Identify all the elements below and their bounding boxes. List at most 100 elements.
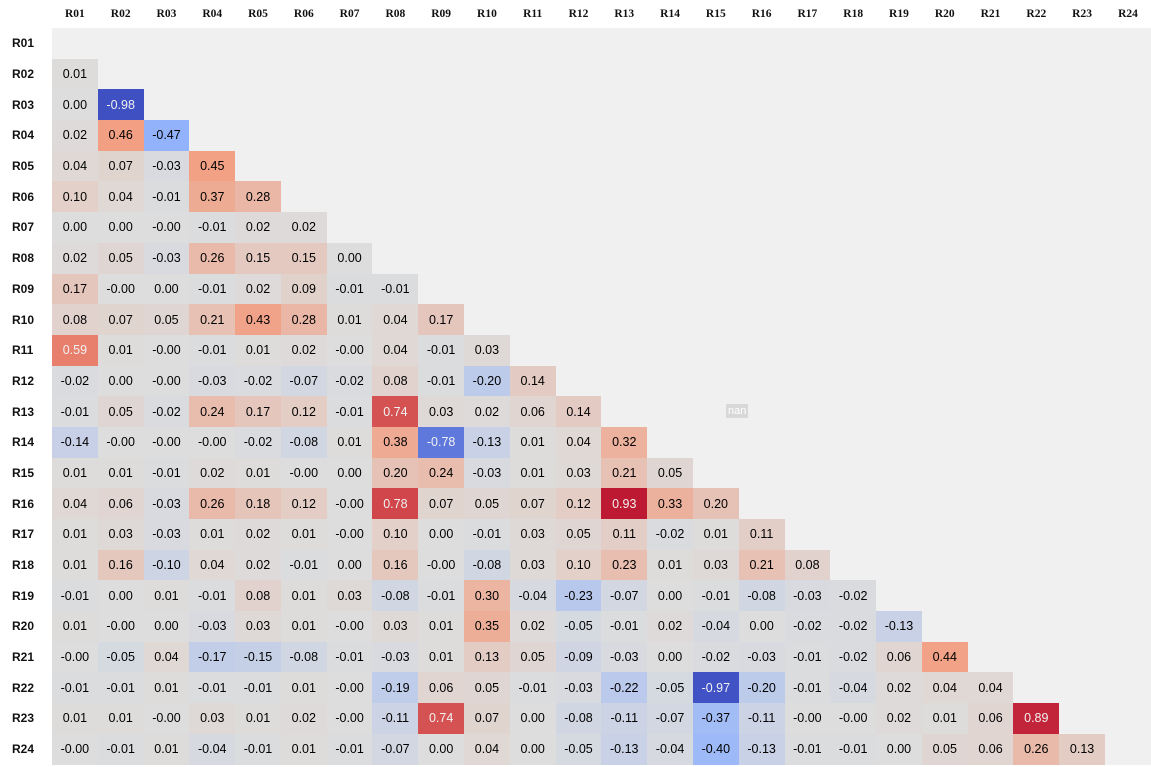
empty-cell — [372, 150, 419, 182]
empty-cell — [372, 89, 419, 121]
empty-cell — [1104, 28, 1151, 59]
empty-cell — [418, 273, 465, 305]
empty-cell — [1104, 672, 1151, 704]
cell: -0.02 — [647, 519, 693, 550]
cell: -0.13 — [738, 733, 785, 765]
empty-cell — [143, 28, 190, 59]
empty-cell — [784, 242, 831, 274]
empty-cell — [738, 273, 785, 305]
empty-cell — [555, 242, 602, 274]
empty-cell — [921, 519, 968, 550]
cell: 0.17 — [418, 304, 465, 335]
empty-cell — [143, 58, 190, 90]
column-header: R14 — [647, 0, 693, 28]
empty-cell — [921, 304, 968, 335]
empty-cell — [784, 273, 831, 305]
cell: 0.01 — [52, 457, 98, 489]
empty-cell — [921, 365, 968, 397]
empty-cell — [967, 519, 1014, 550]
cell: -0.02 — [52, 365, 98, 397]
empty-cell — [830, 242, 877, 274]
cell: 0.74 — [372, 396, 419, 427]
empty-cell — [280, 181, 327, 213]
cell: -0.00 — [326, 611, 373, 642]
cell: 0.00 — [143, 273, 190, 305]
cell: 0.06 — [967, 733, 1014, 765]
empty-cell — [509, 28, 556, 59]
header-row: R01 R02 R03 R04 R05 R06 R07 R08 R09 R10 R11 R12 R13 R… — [0, 0, 1151, 28]
empty-cell — [1104, 733, 1151, 765]
empty-cell — [280, 120, 327, 151]
row-header: R19 — [0, 580, 52, 612]
column-header: R04 — [189, 0, 236, 28]
empty-cell — [738, 365, 785, 397]
table-row: R12 -0.02 0.00 -0.00 -0.03 -0.02 -0.07 -0.02 0.0… — [0, 365, 1151, 397]
cell: 0.01 — [280, 611, 327, 642]
cell: -0.05 — [555, 733, 602, 765]
cell: -0.01 — [509, 672, 556, 704]
cell: -0.05 — [647, 672, 693, 704]
empty-cell — [784, 334, 831, 366]
cell: -0.11 — [601, 703, 648, 734]
empty-cell — [784, 150, 831, 182]
cell: 0.04 — [52, 150, 98, 182]
cell: 0.46 — [97, 120, 144, 151]
corner — [0, 0, 52, 28]
cell: -0.13 — [876, 611, 922, 642]
cell: -0.40 — [692, 733, 739, 765]
cell: 0.00 — [326, 242, 373, 274]
empty-cell — [692, 273, 739, 305]
cell: -0.00 — [326, 334, 373, 366]
empty-cell — [509, 181, 556, 213]
cell: 0.14 — [555, 396, 602, 427]
cell: -0.00 — [784, 703, 831, 734]
cell: 0.13 — [464, 641, 510, 673]
empty-cell — [1059, 396, 1105, 427]
cell: 0.03 — [692, 549, 739, 581]
cell: -0.03 — [143, 150, 190, 182]
cell: -0.01 — [464, 519, 510, 550]
empty-cell — [1013, 89, 1060, 121]
cell: -0.20 — [738, 672, 785, 704]
row-header: R13 — [0, 396, 52, 427]
empty-cell — [280, 58, 327, 90]
cell: 0.00 — [418, 733, 465, 765]
empty-cell — [692, 212, 739, 243]
empty-cell — [1013, 365, 1060, 397]
empty-cell — [418, 28, 465, 59]
empty-cell — [1104, 304, 1151, 335]
cell: -0.01 — [280, 549, 327, 581]
empty-cell — [1104, 120, 1151, 151]
cell: 0.26 — [189, 242, 236, 274]
empty-cell — [601, 28, 648, 59]
cell: 0.05 — [921, 733, 968, 765]
cell: -0.03 — [464, 457, 510, 489]
empty-cell — [876, 334, 922, 366]
empty-cell — [601, 273, 648, 305]
cell: -0.08 — [738, 580, 785, 612]
empty-cell — [1013, 457, 1060, 489]
empty-cell — [235, 120, 281, 151]
cell: -0.03 — [555, 672, 602, 704]
empty-cell — [647, 365, 693, 397]
cell: 0.21 — [738, 549, 785, 581]
empty-cell — [830, 457, 877, 489]
empty-cell — [280, 89, 327, 121]
cell: 0.06 — [418, 672, 465, 704]
cell: -0.03 — [601, 641, 648, 673]
cell: -0.05 — [97, 641, 144, 673]
cell: 0.05 — [464, 488, 510, 519]
cell: -0.03 — [189, 611, 236, 642]
cell: 0.59 — [52, 334, 98, 366]
cell: 0.02 — [52, 120, 98, 151]
cell: 0.00 — [326, 549, 373, 581]
cell: 0.05 — [143, 304, 190, 335]
cell: -0.09 — [555, 641, 602, 673]
table-row: R08 0.02 0.05 -0.03 0.26 0.15 0.15 0.00 — [0, 242, 1151, 274]
cell: 0.04 — [189, 549, 236, 581]
empty-cell — [1013, 426, 1060, 458]
empty-cell — [372, 242, 419, 274]
empty-cell — [509, 89, 556, 121]
cell: -0.03 — [143, 488, 190, 519]
empty-cell — [784, 120, 831, 151]
